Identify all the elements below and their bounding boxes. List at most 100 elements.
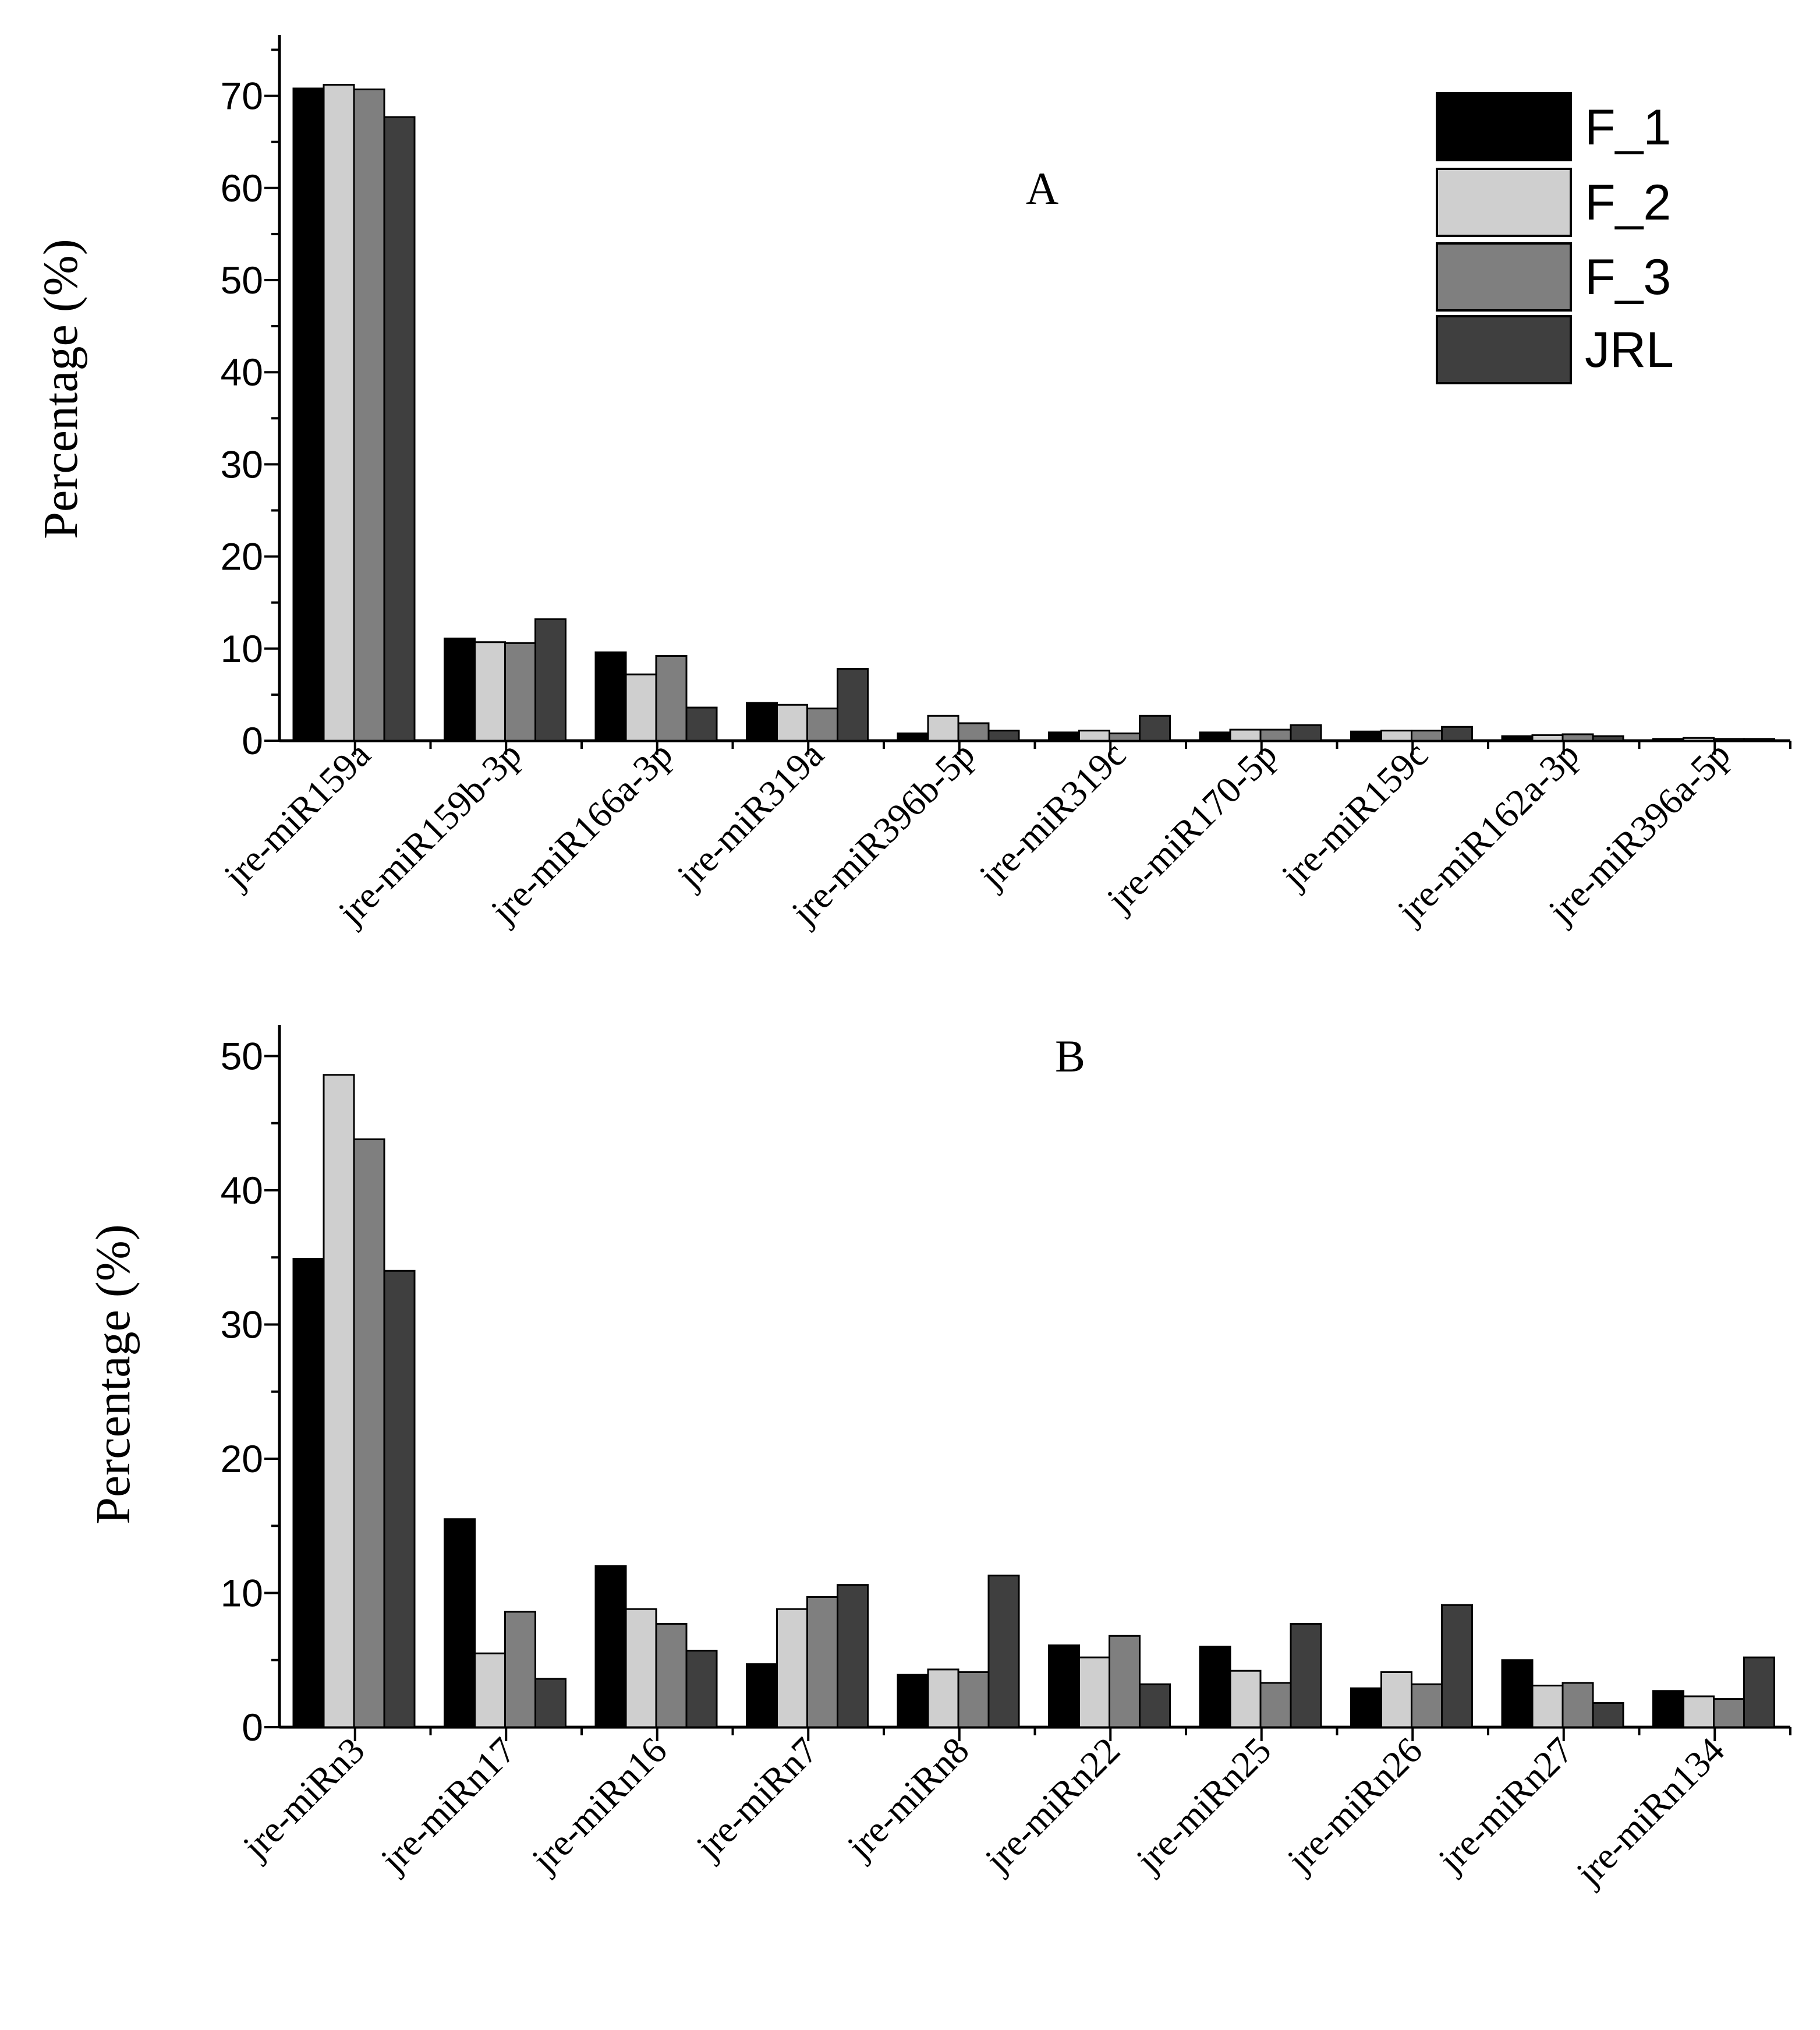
bar-jrl-jre-miR319c (1139, 715, 1171, 742)
bar-f1-jre-miR319c (1048, 731, 1080, 742)
x-tick-label: jre-miRn26 (1279, 1730, 1430, 1881)
bar-f1-jre-miRn17 (444, 1518, 476, 1728)
y-tick-label: 10 (221, 1572, 263, 1615)
y-tick-label: 10 (221, 627, 263, 670)
bar-f3-jre-miR319a (806, 708, 838, 742)
bar-f3-jre-miRn17 (504, 1611, 536, 1728)
bar-f1-jre-miRn7 (746, 1663, 778, 1728)
bar-f2-jre-miRn25 (1229, 1670, 1262, 1728)
bar-f1-jre-miR396b-5p (897, 732, 929, 742)
y-tick-label: 40 (221, 1169, 263, 1212)
bar-f2-jre-miRn17 (474, 1652, 506, 1728)
bar-f1-jre-miRn16 (594, 1565, 627, 1728)
x-tick-label: jre-miR159c (1273, 734, 1436, 897)
y-tick-label: 20 (221, 535, 263, 578)
bar-jrl-jre-miRn3 (383, 1269, 416, 1728)
bar-f2-jre-miR159a (323, 84, 355, 742)
bar-f1-jre-miR162a-3p (1501, 735, 1534, 742)
bar-jrl-jre-miR170-5p (1290, 724, 1322, 742)
legend-swatch-jrl (1436, 315, 1572, 384)
legend-label-f2: F_2 (1585, 175, 1671, 231)
bar-f2-jre-miR166a-3p (625, 673, 657, 742)
y-axis-label: Percentage (%) (86, 1224, 140, 1524)
bar-f1-jre-miRn27 (1501, 1659, 1534, 1728)
bar-f2-jre-miRn8 (927, 1668, 959, 1728)
bar-jrl-jre-miRn22 (1139, 1683, 1171, 1728)
legend-label-jrl: JRL (1585, 322, 1674, 378)
y-tick-label: 70 (221, 75, 263, 118)
bar-f2-jre-miRn7 (776, 1608, 808, 1728)
x-tick-label: jre-miRn17 (372, 1730, 523, 1881)
bar-f3-jre-miR166a-3p (655, 655, 688, 742)
legend: F_1 F_2 F_3 JRL (1436, 92, 1674, 384)
bar-f1-jre-miR396a-5p (1652, 738, 1684, 742)
y-tick-label: 50 (221, 259, 263, 302)
bar-f3-jre-miR396a-5p (1713, 738, 1745, 742)
bar-jrl-jre-miRn27 (1592, 1702, 1624, 1728)
x-tick-label: jre-miR319a (668, 734, 831, 897)
bar-jrl-jre-miR162a-3p (1592, 735, 1624, 742)
bar-f3-jre-miRn8 (957, 1671, 990, 1728)
bar-f3-jre-miRn27 (1561, 1682, 1594, 1728)
bar-jrl-jre-miR319a (837, 668, 869, 742)
x-tick-label: jre-miRn27 (1429, 1730, 1581, 1881)
legend-swatch-f1 (1436, 92, 1572, 161)
bar-f1-jre-miR159c (1350, 730, 1382, 742)
bar-jrl-jre-miR159c (1441, 726, 1473, 742)
x-tick-label: jre-miRn25 (1127, 1730, 1279, 1881)
bar-f3-jre-miR396b-5p (957, 722, 990, 742)
bar-jrl-jre-miRn17 (534, 1678, 566, 1728)
bar-f3-jre-miRn22 (1109, 1635, 1141, 1728)
bar-f2-jre-miRn3 (323, 1074, 355, 1728)
y-tick-label: 0 (242, 1706, 263, 1749)
bar-f1-jre-miRn134 (1652, 1690, 1684, 1728)
bar-jrl-jre-miR159b-3p (534, 618, 566, 742)
bar-jrl-jre-miRn26 (1441, 1604, 1473, 1728)
bar-f1-jre-miRn3 (292, 1258, 325, 1728)
panel-letter-b: B (1055, 1031, 1085, 1081)
x-tick-label: jre-miRn134 (1567, 1730, 1732, 1894)
bar-jrl-jre-miRn8 (987, 1575, 1020, 1728)
bar-f3-jre-miRn25 (1259, 1682, 1292, 1728)
x-tick-label: jre-miRn16 (523, 1730, 674, 1881)
legend-label-f1: F_1 (1585, 100, 1671, 155)
panel-letter-a: A (1026, 163, 1058, 214)
bar-jrl-jre-miR396a-5p (1743, 738, 1775, 742)
bar-f2-jre-miRn27 (1531, 1685, 1564, 1728)
bar-f3-jre-miRn26 (1411, 1683, 1443, 1728)
x-tick-label: jre-miRn8 (838, 1730, 977, 1868)
bar-f1-jre-miR319a (746, 702, 778, 742)
bar-f1-jre-miR170-5p (1199, 731, 1231, 742)
y-tick-label: 30 (221, 443, 263, 486)
bar-f3-jre-miR319c (1109, 732, 1141, 742)
bar-jrl-jre-miR396b-5p (987, 730, 1020, 742)
bar-f3-jre-miR162a-3p (1561, 733, 1594, 742)
bar-f3-jre-miR159a (353, 89, 385, 742)
legend-swatch-f3 (1436, 242, 1572, 312)
bar-f1-jre-miR159a (292, 87, 325, 742)
legend-label-f3: F_3 (1585, 249, 1671, 305)
bar-jrl-jre-miRn134 (1743, 1656, 1775, 1728)
y-axis-label: Percentage (%) (34, 239, 88, 539)
bar-f1-jre-miR166a-3p (594, 651, 627, 742)
x-tick-label: jre-miRn22 (976, 1730, 1128, 1881)
legend-swatch-f2 (1436, 168, 1572, 237)
bar-f3-jre-miRn3 (353, 1138, 385, 1728)
bar-f3-jre-miRn134 (1713, 1698, 1745, 1728)
bar-f2-jre-miRn26 (1380, 1671, 1412, 1728)
y-tick-label: 0 (242, 719, 263, 762)
bar-f3-jre-miR159c (1411, 730, 1443, 742)
bar-f1-jre-miRn26 (1350, 1687, 1382, 1728)
y-tick-label: 30 (221, 1303, 263, 1346)
bar-f3-jre-miRn7 (806, 1596, 838, 1728)
bar-jrl-jre-miRn16 (685, 1650, 718, 1728)
bar-f1-jre-miR159b-3p (444, 637, 476, 742)
bar-jrl-jre-miR159a (383, 116, 416, 742)
y-tick-label: 20 (221, 1437, 263, 1480)
bar-jrl-jre-miRn25 (1290, 1623, 1322, 1728)
bar-jrl-jre-miR166a-3p (685, 706, 718, 742)
x-tick-label: jre-miR319c (971, 734, 1134, 897)
bar-f3-jre-miR159b-3p (504, 642, 536, 742)
